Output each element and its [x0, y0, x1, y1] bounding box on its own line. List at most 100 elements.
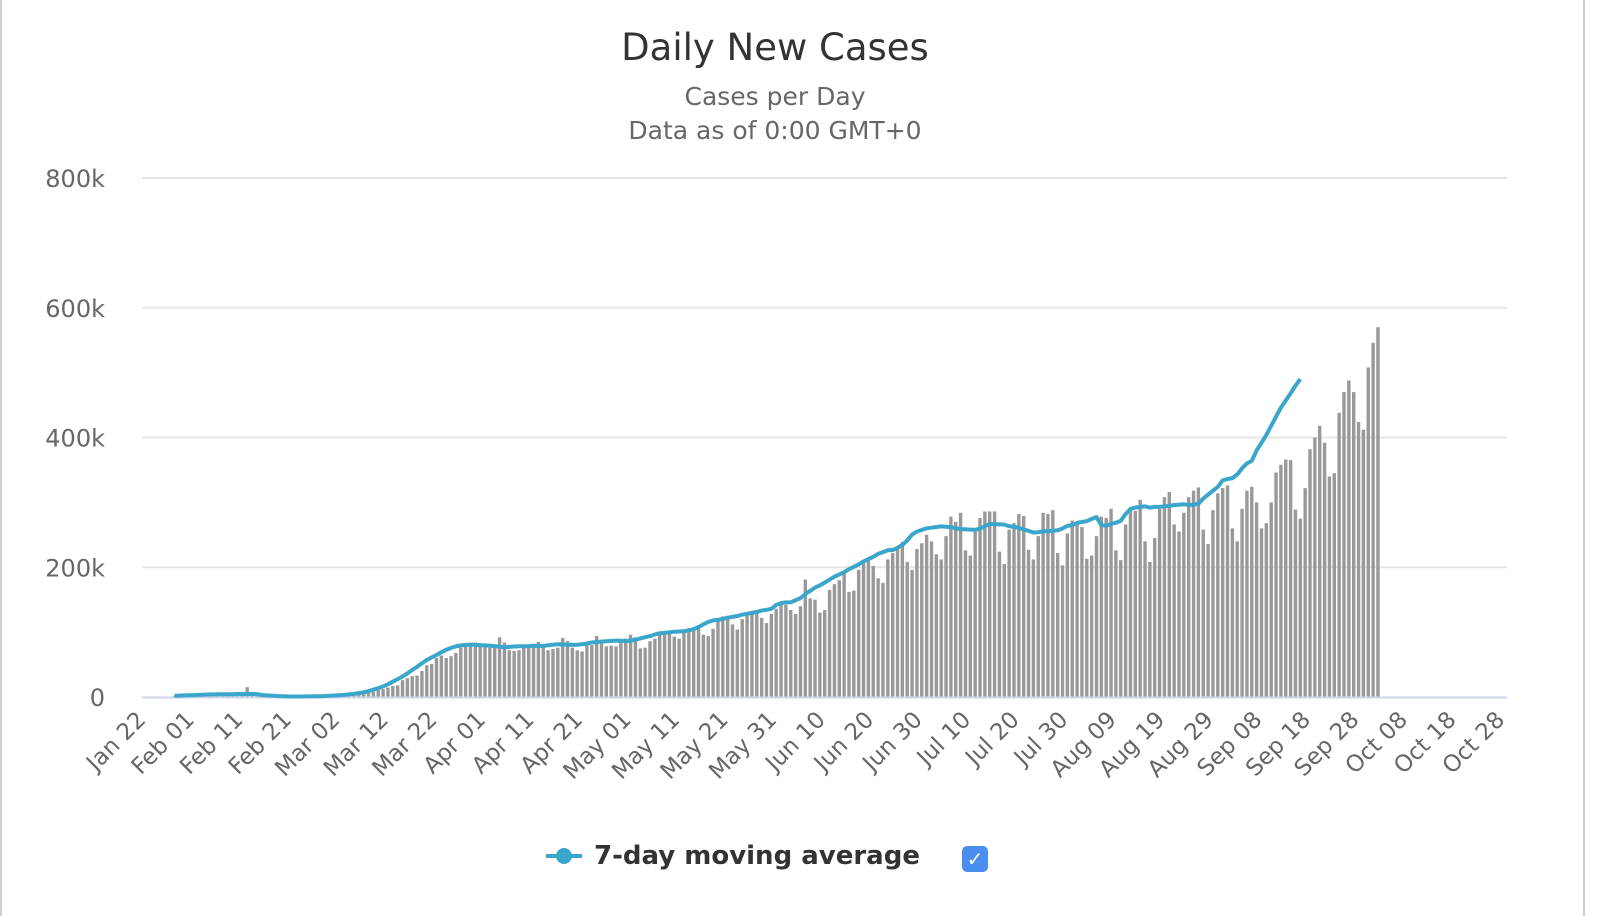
bar[interactable]: [1012, 523, 1016, 697]
bar[interactable]: [1075, 523, 1079, 697]
bar[interactable]: [1250, 486, 1254, 697]
bar[interactable]: [1051, 510, 1055, 697]
bar[interactable]: [551, 648, 555, 697]
bar[interactable]: [255, 695, 259, 697]
bar[interactable]: [842, 573, 846, 697]
bar[interactable]: [1094, 536, 1099, 697]
bar[interactable]: [381, 688, 385, 697]
bar[interactable]: [1070, 520, 1074, 697]
bar[interactable]: [395, 685, 400, 697]
bar[interactable]: [585, 645, 589, 697]
bar[interactable]: [764, 623, 769, 697]
bar[interactable]: [536, 641, 541, 697]
bar[interactable]: [827, 589, 832, 697]
bar[interactable]: [1060, 565, 1065, 697]
bar[interactable]: [614, 646, 618, 697]
bar[interactable]: [823, 610, 827, 697]
bar[interactable]: [1274, 472, 1278, 697]
bar[interactable]: [682, 632, 686, 698]
bar[interactable]: [1119, 560, 1123, 697]
bar[interactable]: [949, 516, 953, 697]
bar[interactable]: [1342, 392, 1346, 697]
bar[interactable]: [745, 613, 749, 697]
bar[interactable]: [687, 628, 691, 697]
bar[interactable]: [507, 650, 511, 697]
bar[interactable]: [493, 647, 497, 697]
bar[interactable]: [881, 582, 885, 697]
bar[interactable]: [1182, 512, 1186, 697]
bar[interactable]: [1186, 497, 1191, 697]
bar[interactable]: [1138, 499, 1142, 697]
bar[interactable]: [1337, 412, 1341, 697]
bar[interactable]: [594, 636, 599, 697]
bar[interactable]: [371, 691, 376, 697]
bar[interactable]: [832, 584, 837, 697]
bar[interactable]: [240, 695, 245, 697]
bar[interactable]: [944, 536, 948, 697]
bar[interactable]: [992, 511, 997, 697]
bar[interactable]: [789, 610, 793, 697]
bar[interactable]: [1167, 492, 1171, 697]
bar[interactable]: [963, 550, 968, 697]
bar[interactable]: [1240, 508, 1244, 697]
bar[interactable]: [1089, 555, 1094, 697]
bar[interactable]: [497, 637, 502, 698]
bar[interactable]: [1288, 460, 1293, 697]
bar[interactable]: [662, 630, 667, 697]
bar[interactable]: [1153, 538, 1157, 697]
bar[interactable]: [459, 647, 463, 697]
bar[interactable]: [1201, 529, 1205, 697]
bar[interactable]: [463, 645, 468, 697]
bar[interactable]: [798, 606, 803, 697]
bar[interactable]: [357, 694, 361, 697]
bar[interactable]: [793, 613, 798, 697]
bar[interactable]: [1031, 559, 1036, 697]
bar[interactable]: [1366, 367, 1370, 697]
bar[interactable]: [1007, 529, 1011, 697]
bar[interactable]: [1264, 523, 1269, 697]
bar[interactable]: [667, 632, 672, 698]
bar[interactable]: [929, 541, 934, 697]
bar[interactable]: [696, 628, 701, 697]
bar[interactable]: [1114, 550, 1118, 697]
bar[interactable]: [624, 638, 628, 697]
bar[interactable]: [410, 676, 414, 697]
bar[interactable]: [769, 613, 774, 697]
bar[interactable]: [434, 658, 439, 697]
bar[interactable]: [1254, 502, 1259, 698]
bar[interactable]: [866, 559, 871, 697]
bar[interactable]: [813, 599, 817, 697]
bar[interactable]: [1230, 528, 1235, 698]
bar[interactable]: [1055, 552, 1060, 697]
bar[interactable]: [847, 591, 851, 697]
bar[interactable]: [599, 641, 604, 697]
bar[interactable]: [1104, 517, 1108, 697]
bar[interactable]: [808, 598, 812, 697]
bar[interactable]: [235, 695, 240, 697]
bar[interactable]: [415, 675, 419, 697]
bar[interactable]: [502, 642, 507, 697]
bar[interactable]: [1148, 562, 1152, 697]
bar[interactable]: [653, 638, 657, 697]
bar[interactable]: [1046, 514, 1050, 697]
bar[interactable]: [391, 685, 395, 697]
bar[interactable]: [988, 511, 992, 697]
bar[interactable]: [444, 658, 448, 697]
bar[interactable]: [784, 604, 788, 697]
bar[interactable]: [570, 647, 575, 697]
bar[interactable]: [1036, 536, 1040, 697]
bar[interactable]: [1284, 459, 1288, 697]
bar[interactable]: [565, 641, 570, 697]
bar[interactable]: [1293, 509, 1298, 697]
bar[interactable]: [934, 554, 939, 697]
bar[interactable]: [429, 663, 434, 697]
bar[interactable]: [1206, 543, 1210, 697]
bar[interactable]: [580, 651, 584, 697]
bar[interactable]: [779, 604, 783, 697]
bar[interactable]: [1085, 558, 1089, 697]
bar[interactable]: [691, 628, 696, 697]
bar[interactable]: [968, 555, 973, 697]
bar[interactable]: [483, 647, 487, 697]
bar[interactable]: [876, 578, 880, 697]
bar[interactable]: [1065, 533, 1070, 697]
